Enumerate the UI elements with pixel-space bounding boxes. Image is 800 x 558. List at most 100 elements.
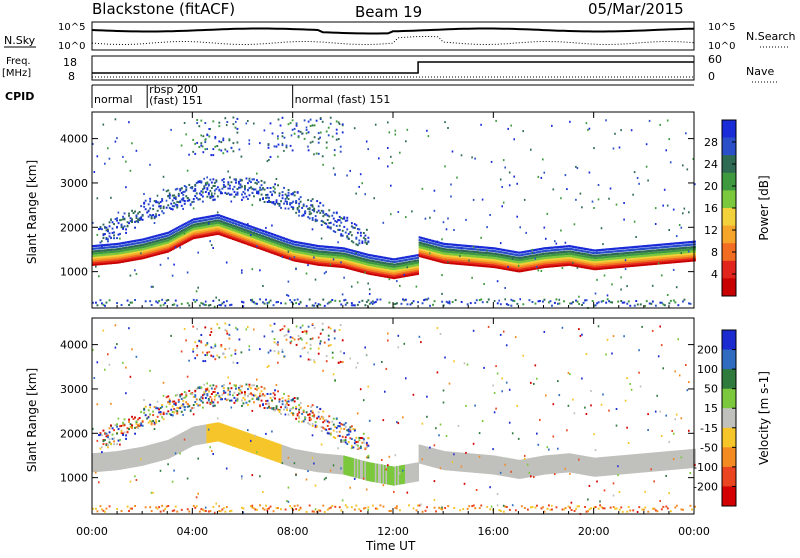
echo-cell xyxy=(202,196,204,198)
echo-cell xyxy=(282,194,284,196)
echo-cell xyxy=(565,174,567,176)
echo-cell xyxy=(271,225,273,227)
echo-cell xyxy=(501,205,503,207)
echo-cell xyxy=(288,192,290,194)
echo-cell xyxy=(389,278,391,280)
echo-cell xyxy=(116,237,118,239)
echo-cell xyxy=(331,215,333,217)
sky-label: N.Sky xyxy=(4,34,36,47)
echo-cell xyxy=(351,286,353,288)
echo-cell xyxy=(349,231,351,233)
echo-cell xyxy=(136,273,138,275)
echo-cell xyxy=(160,305,162,307)
echo-cell xyxy=(229,185,231,187)
echo-cell xyxy=(279,192,281,194)
echo-cell xyxy=(211,182,213,184)
echo-cell xyxy=(471,277,473,279)
echo-cell xyxy=(315,279,317,281)
echo-cell xyxy=(252,299,254,301)
echo-cell xyxy=(212,178,214,180)
echo-cell xyxy=(617,301,619,303)
echo-cell xyxy=(577,267,579,269)
echo-cell xyxy=(181,303,183,305)
echo-cell xyxy=(560,197,562,199)
date-title: 05/Mar/2015 xyxy=(588,0,684,18)
echo-cell xyxy=(345,232,347,234)
echo-cell xyxy=(145,200,147,202)
echo-cell xyxy=(652,285,654,287)
echo-cell xyxy=(516,183,518,185)
echo-cell xyxy=(623,219,625,221)
echo-cell xyxy=(170,203,172,205)
echo-cell xyxy=(277,156,279,158)
echo-cell xyxy=(592,300,594,302)
echo-cell xyxy=(607,298,609,300)
echo-cell xyxy=(167,189,169,191)
echo-cell xyxy=(185,189,187,191)
echo-cell xyxy=(215,297,217,299)
echo-cell xyxy=(450,196,452,198)
echo-cell xyxy=(375,301,377,303)
echo-cell xyxy=(592,201,594,203)
echo-cell xyxy=(116,227,118,229)
echo-cell xyxy=(610,188,612,190)
echo-cell xyxy=(170,129,172,131)
echo-cell xyxy=(396,302,398,304)
echo-cell xyxy=(231,201,233,203)
echo-cell xyxy=(626,285,628,287)
echo-cell xyxy=(145,300,147,302)
echo-cell xyxy=(292,193,294,195)
echo-cell xyxy=(103,124,105,126)
echo-cell xyxy=(342,293,344,295)
echo-cell xyxy=(188,154,190,156)
echo-cell xyxy=(241,272,243,274)
echo-cell xyxy=(116,137,118,139)
echo-cell xyxy=(121,219,123,221)
echo-cell xyxy=(322,205,324,207)
echo-cell xyxy=(644,305,646,307)
echo-cell xyxy=(425,218,427,220)
echo-cell xyxy=(417,301,419,303)
echo-cell xyxy=(319,304,321,306)
echo-cell xyxy=(97,197,99,199)
echo-cell xyxy=(452,301,454,303)
echo-cell xyxy=(325,223,327,225)
echo-cell xyxy=(142,219,144,221)
echo-cell xyxy=(331,299,333,301)
echo-cell xyxy=(264,201,266,203)
echo-cell xyxy=(655,305,657,307)
echo-cell xyxy=(339,300,341,302)
echo-cell xyxy=(95,266,97,268)
echo-cell xyxy=(367,241,369,243)
echo-cell xyxy=(512,258,514,260)
echo-cell xyxy=(173,303,175,305)
echo-cell xyxy=(358,242,360,244)
echo-cell xyxy=(598,301,600,303)
nave-label: Nave xyxy=(746,65,774,78)
echo-cell xyxy=(125,186,127,188)
echo-cell xyxy=(130,170,132,172)
echo-cell xyxy=(518,265,520,267)
echo-cell xyxy=(337,241,339,243)
echo-cell xyxy=(127,300,129,302)
echo-cell xyxy=(426,130,428,132)
echo-cell xyxy=(270,300,272,302)
echo-cell xyxy=(116,302,118,304)
echo-cell xyxy=(298,198,300,200)
echo-cell xyxy=(626,303,628,305)
echo-cell xyxy=(441,238,443,240)
echo-cell xyxy=(404,274,406,276)
echo-cell xyxy=(124,218,126,220)
echo-cell xyxy=(127,225,129,227)
echo-cell xyxy=(315,215,317,217)
echo-cell xyxy=(316,200,318,202)
echo-cell xyxy=(569,121,571,123)
echo-cell xyxy=(541,177,543,179)
echo-cell xyxy=(318,205,320,207)
echo-cell xyxy=(136,217,138,219)
echo-cell xyxy=(193,299,195,301)
echo-cell xyxy=(655,207,657,209)
echo-cell xyxy=(298,215,300,217)
echo-cell xyxy=(128,121,130,123)
echo-cell xyxy=(172,275,174,277)
